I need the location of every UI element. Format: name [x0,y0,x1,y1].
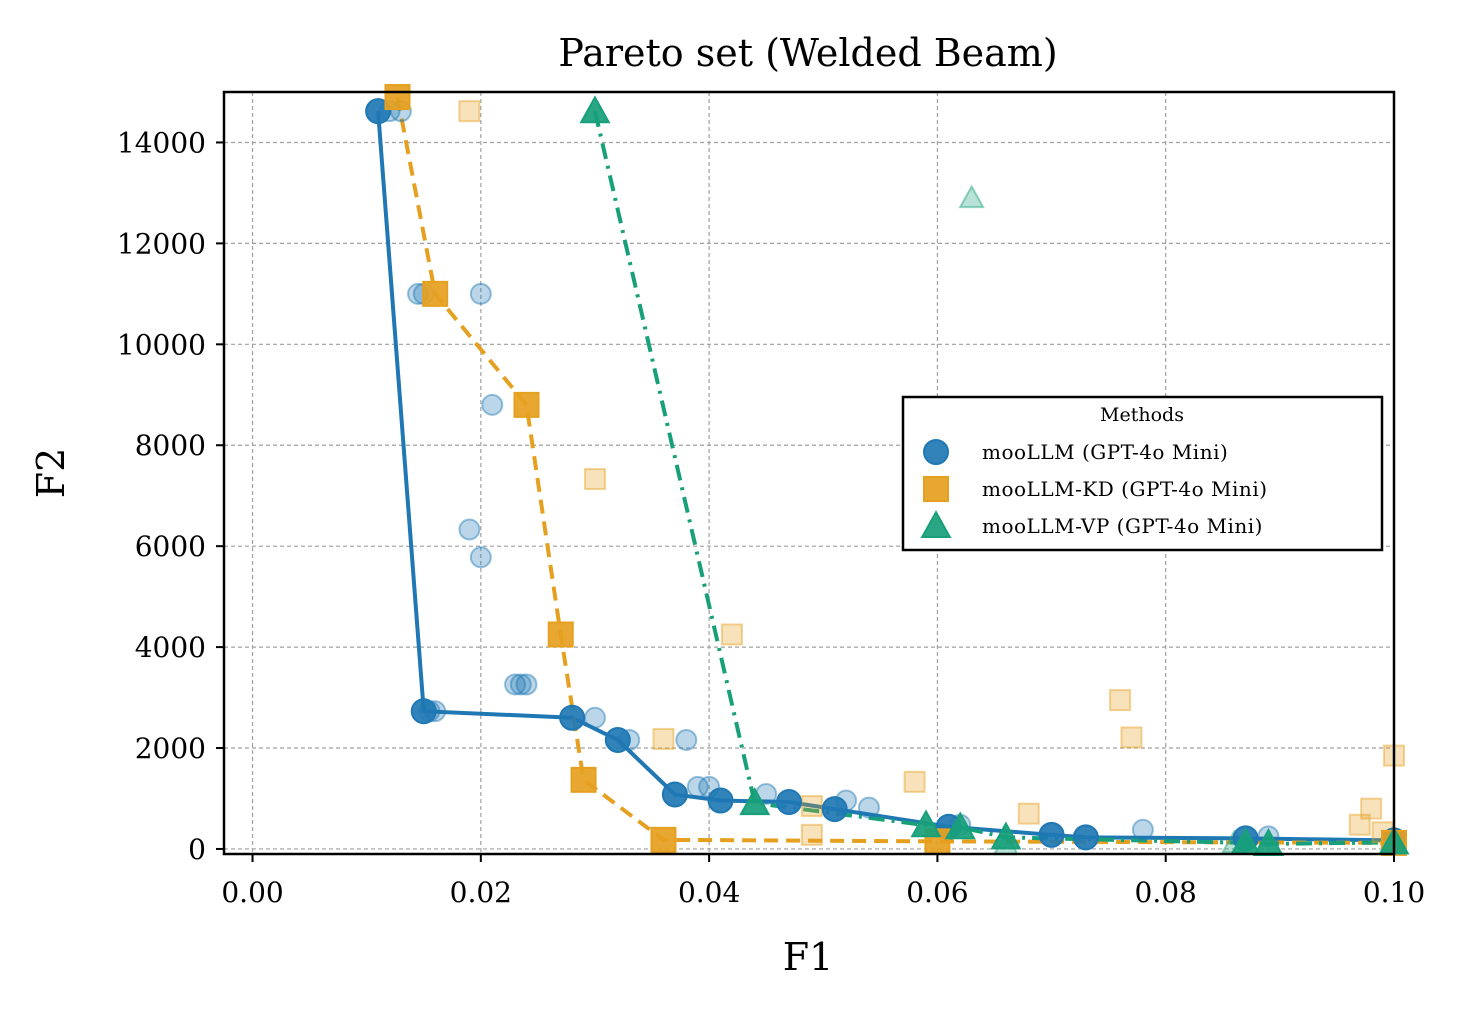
plot-frame [222,90,1396,856]
x-tick-label: 0.06 [906,876,968,909]
x-tick-label: 0.00 [221,876,283,909]
square-point-faded [1017,802,1040,825]
square-point-faded [1348,813,1371,836]
circle-point-faded [675,728,698,751]
circle-point [365,98,392,125]
y-tick-label: 12000 [117,227,206,260]
legend-marker-circle [923,439,949,465]
circle-point-faded [857,796,880,819]
y-tick-label: 6000 [135,530,206,563]
y-axis-ticks: 0 2000 4000 6000 8000 10000 12000 14000 [117,126,224,866]
y-tick-label: 14000 [117,126,206,159]
chart-title: Pareto set (Welded Beam) [558,31,1057,75]
square-point [513,391,540,418]
square-point-faded [1120,726,1143,749]
square-point-faded [720,623,743,646]
triangle-point [739,787,771,816]
circle-point-faded [686,775,709,798]
circle-point [604,726,631,753]
y-tick-label: 10000 [117,328,206,361]
square-point-faded [458,100,481,123]
circle-point [821,796,848,823]
circle-point-faded [1131,818,1154,841]
circle-point-faded [509,673,532,696]
x-tick-label: 0.02 [450,876,512,909]
triangle-point [910,809,942,838]
circle-point-faded [515,673,538,696]
circle-point-faded [469,546,492,569]
circle-point [1038,821,1065,848]
y-tick-label: 4000 [135,631,206,664]
y-tick-label: 0 [188,833,206,866]
circle-point-faded [469,282,492,305]
legend-marker-triangle [920,510,952,539]
square-point-faded [903,770,926,793]
circle-point [776,789,803,816]
legend-box [901,395,1384,552]
square-point [650,826,677,853]
legend: Methods mooLLM (GPT-4o Mini) mooLLM-KD (G… [901,395,1384,552]
square-point-faded [800,823,823,846]
y-axis-label: F2 [29,448,73,499]
square-point-faded [800,795,823,818]
square-point [570,766,597,793]
legend-entries: mooLLM (GPT-4o Mini) mooLLM-KD (GPT-4o Mi… [920,439,1268,539]
legend-title: Methods [1100,404,1184,426]
square-point-faded [652,727,675,750]
square-point-faded [1360,797,1383,820]
square-point [547,621,574,648]
data-points [365,84,1410,856]
circle-point-faded [583,706,606,729]
square-point-faded [583,468,606,491]
circle-point-faded [458,518,481,541]
x-axis-ticks: 0.00 0.02 0.04 0.06 0.08 0.10 [221,854,1425,909]
y-tick-label: 8000 [135,429,206,462]
triangle-point [944,811,976,840]
legend-label: mooLLM-KD (GPT-4o Mini) [982,477,1268,501]
circle-point [410,698,437,725]
circle-point [661,781,688,808]
x-tick-label: 0.04 [678,876,740,909]
circle-point-faded [481,393,504,416]
triangle-point-faded [958,184,985,209]
circle-point [1072,824,1099,851]
square-point [422,280,449,307]
legend-marker-square [923,476,949,502]
triangle-point [990,821,1022,850]
x-tick-label: 0.10 [1363,876,1425,909]
circle-point [707,787,734,814]
x-axis-label: F1 [783,935,834,979]
square-point-faded [1109,689,1132,712]
legend-label: mooLLM (GPT-4o Mini) [982,440,1228,464]
square-point [384,84,411,111]
x-tick-label: 0.08 [1135,876,1197,909]
circle-point [559,704,586,731]
y-tick-label: 2000 [135,732,206,765]
legend-label: mooLLM-VP (GPT-4o Mini) [982,514,1263,538]
circle-point-faded [504,673,527,696]
triangle-point [579,95,611,124]
